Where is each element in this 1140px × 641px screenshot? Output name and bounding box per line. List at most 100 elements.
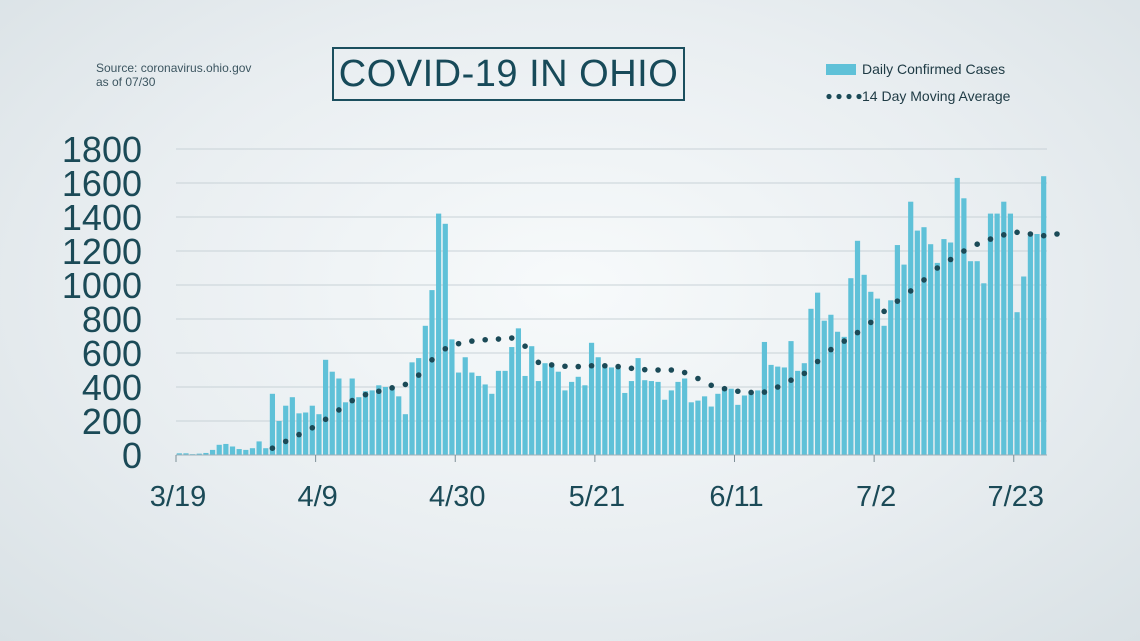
bar [462,357,468,455]
average-point [748,389,754,396]
average-point [455,340,462,347]
average-point [429,357,435,363]
legend-label-cases: Daily Confirmed Cases [862,61,1006,77]
bar [1027,235,1033,455]
bar [901,264,907,455]
y-tick-label: 800 [82,299,142,340]
legend-dots-swatch [826,93,862,99]
average-point [721,385,728,392]
bar [622,392,628,455]
bar [954,177,960,455]
bar [1007,213,1014,455]
average-point [641,366,648,373]
bar [795,370,801,455]
y-tick-label: 0 [122,435,142,476]
y-tick-label: 1200 [62,231,142,272]
bar [209,449,216,455]
average-point [788,377,794,384]
average-point [562,363,568,370]
bar [741,395,748,455]
bar [436,213,442,455]
bar [256,441,262,455]
average-point [296,431,302,438]
bar [216,444,222,455]
average-point [442,345,449,352]
bar [994,213,1000,455]
bar [229,446,236,455]
average-point [322,416,329,423]
bar [941,239,947,455]
average-point [668,367,675,373]
bar [755,390,761,455]
bar [821,320,827,455]
bar [701,396,708,455]
average-point [495,336,502,342]
average-point [535,359,542,366]
bar [382,387,389,455]
bar [535,381,541,455]
bar [502,370,508,455]
bar [655,381,661,455]
bar [648,381,654,455]
bar [748,392,754,455]
bar [549,364,555,455]
y-tick-label: 200 [82,401,142,442]
bar [575,376,581,455]
bar [815,292,821,455]
bar [834,331,841,455]
bar [196,453,202,455]
average-point [814,358,821,365]
bar [582,385,588,455]
average-point [415,372,422,378]
bar [475,375,482,455]
average-point [615,363,621,370]
y-tick-label: 600 [82,333,142,374]
bar [635,358,641,455]
average-point [336,407,342,413]
bar [542,363,548,455]
average-point [961,248,967,254]
bar [588,342,595,455]
bar [894,245,900,455]
bar [801,363,807,455]
average-point [801,370,808,377]
bar [356,397,362,455]
average-point [469,338,475,344]
x-tick-label: 4/30 [429,481,485,513]
source-note: Source: coronavirus.ohio.gov as of 07/30 [96,61,251,89]
bar [981,283,987,455]
bar [1041,176,1047,455]
bar [469,372,475,455]
bar [316,414,322,455]
chart-title: COVID-19 IN OHIO [338,52,679,95]
bar [236,449,242,455]
bar [808,308,814,455]
average-point [881,308,887,315]
bar [874,298,881,455]
bar [775,366,781,455]
bar [442,223,448,455]
bar [409,362,415,455]
bar [695,400,701,455]
average-point [708,382,715,389]
x-tick-label: 4/9 [297,481,337,513]
bar [668,390,674,455]
bar [509,347,515,455]
average-point [508,335,515,341]
bar [608,367,615,455]
bar [688,402,694,455]
average-point [934,265,941,271]
bar [861,274,867,455]
bar [323,359,329,455]
bar [841,336,847,455]
bar [289,397,295,455]
y-tick-label: 1400 [62,197,142,238]
average-point [349,397,355,404]
bar [342,402,349,455]
bar [615,368,621,455]
bar [728,388,734,455]
bar [602,364,608,455]
bar [1021,276,1027,455]
bar [329,371,335,455]
bar [682,378,688,455]
